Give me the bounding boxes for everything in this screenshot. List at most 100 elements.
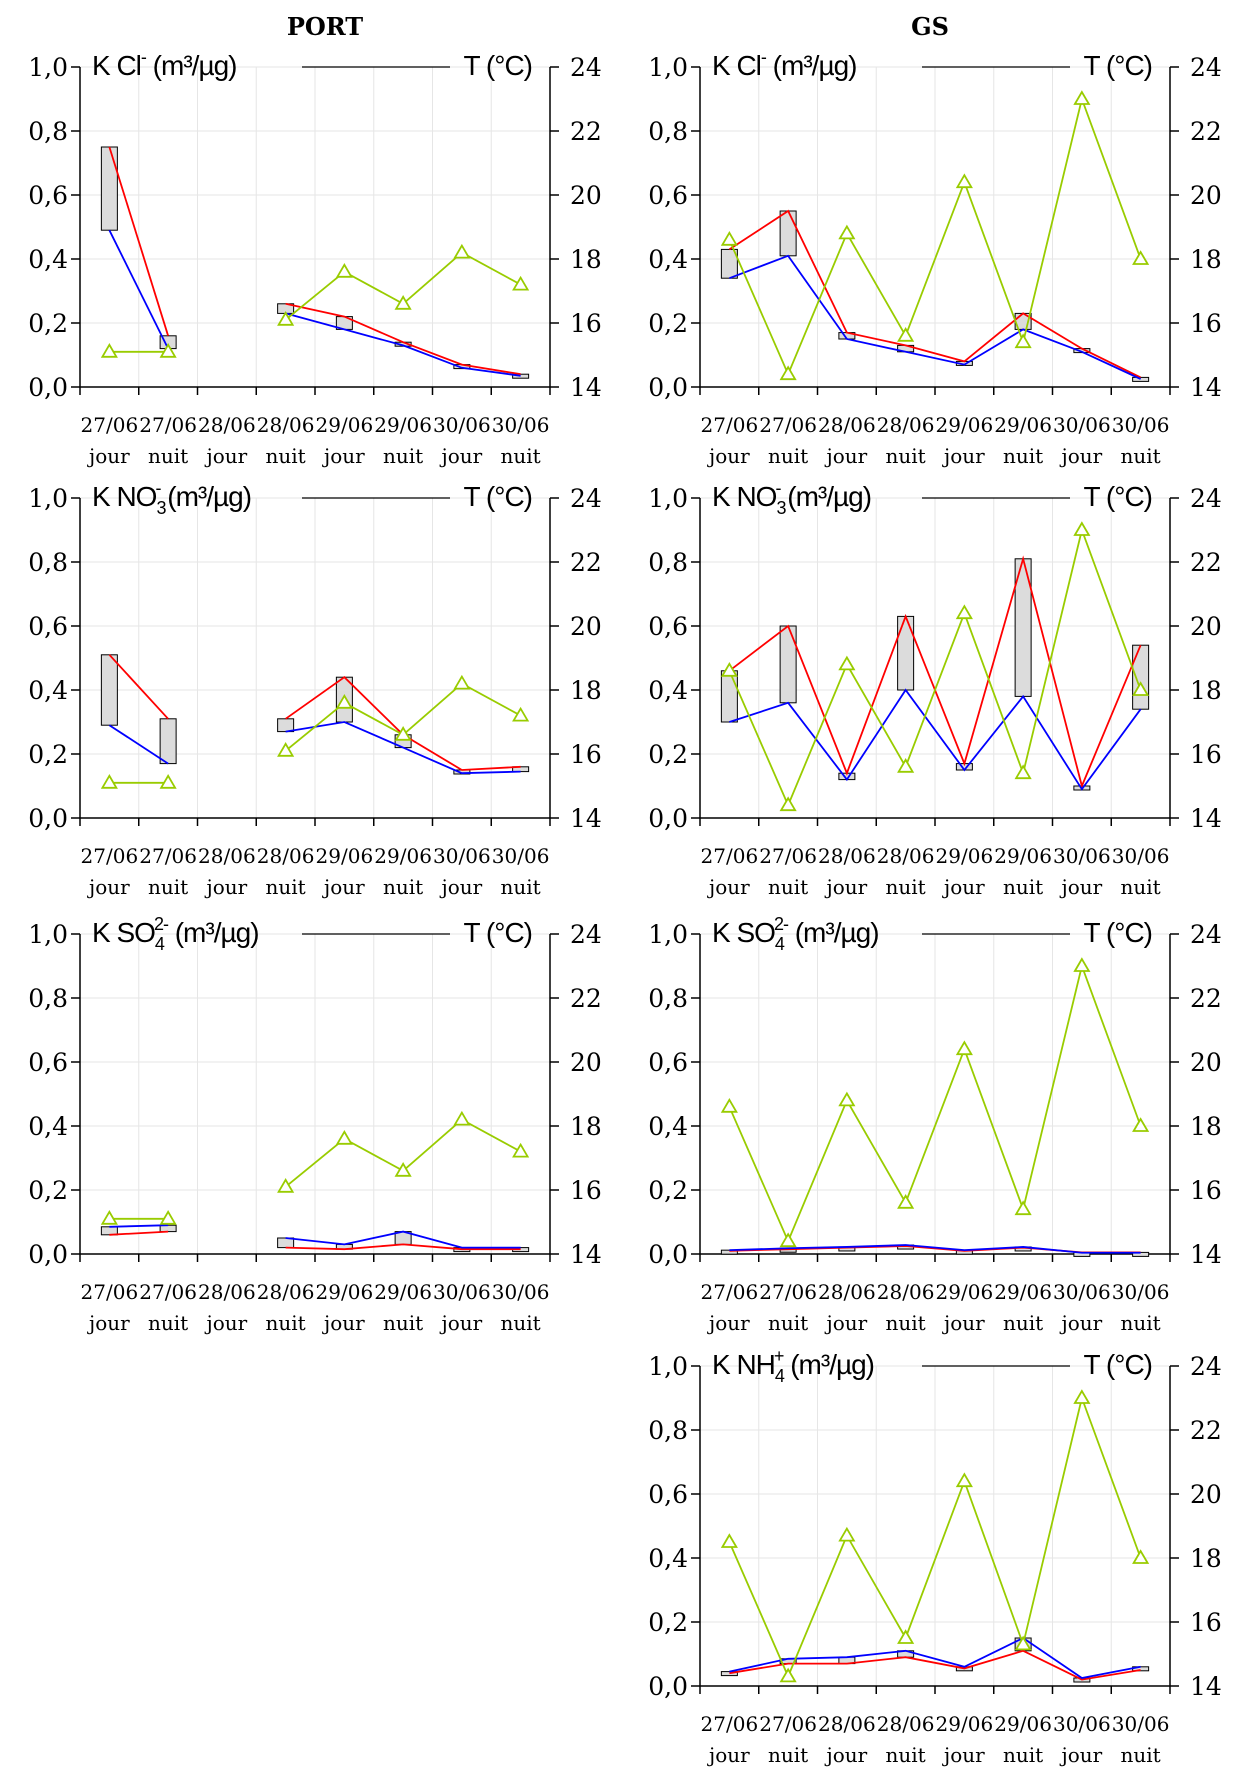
temperature-series-marker — [1073, 521, 1091, 536]
x-tick-label-date: 30/06 — [492, 1280, 550, 1304]
y-tick-label: 0,8 — [28, 548, 68, 577]
range-box — [897, 615, 915, 691]
x-tick-label-period: jour — [1060, 1311, 1103, 1335]
red-series-line — [108, 654, 169, 720]
x-tick-label-period: jour — [825, 875, 868, 899]
y-tick-label: 0,0 — [28, 1240, 68, 1269]
x-tick-label-date: 29/06 — [374, 844, 432, 868]
x-tick-label-period: nuit — [1121, 875, 1161, 899]
x-tick-label-date: 29/06 — [936, 1280, 994, 1304]
x-tick-label-date: 28/06 — [257, 1280, 315, 1304]
blue-series-line — [108, 229, 169, 350]
x-tick-label-period: jour — [322, 444, 365, 468]
y-tick-label: 0,8 — [28, 117, 68, 146]
blue-series-line — [285, 1230, 521, 1249]
chart-title-text: K Cl- (m³/µg) — [92, 47, 236, 81]
y2-tick-label: 14 — [570, 804, 602, 833]
y2-tick-label: 14 — [570, 373, 602, 402]
blue-series-line — [729, 688, 1142, 791]
range-box — [277, 718, 295, 733]
range-box — [100, 654, 118, 726]
x-tick-label-period: nuit — [886, 1311, 926, 1335]
y2-tick-label: 20 — [1190, 1048, 1222, 1077]
x-tick-label-period: jour — [825, 1743, 868, 1767]
y2-tick-label: 18 — [570, 1112, 602, 1141]
x-tick-label-period: nuit — [1121, 1743, 1161, 1767]
y2-tick-label: 18 — [1190, 245, 1222, 274]
x-tick-label-period: nuit — [768, 1311, 808, 1335]
x-tick-label-date: 28/06 — [257, 413, 315, 437]
x-tick-label-date: 28/06 — [818, 413, 876, 437]
x-tick-label-period: jour — [707, 1743, 750, 1767]
x-tick-label-period: nuit — [501, 444, 541, 468]
y-tick-label: 1,0 — [648, 1352, 688, 1381]
y-tick-label: 0,6 — [28, 1048, 68, 1077]
temperature-series-line — [728, 526, 1142, 808]
y2-tick-label: 24 — [1190, 920, 1222, 949]
temperature-series-marker — [159, 343, 177, 358]
temperature-series-marker — [277, 311, 295, 326]
y-tick-label: 0,4 — [28, 676, 68, 705]
y2-tick-label: 18 — [1190, 1544, 1222, 1573]
x-tick-label-period: nuit — [383, 875, 423, 899]
y-tick-label: 0,6 — [648, 181, 688, 210]
x-tick-label-period: nuit — [768, 1743, 808, 1767]
y2-tick-label: 16 — [570, 309, 602, 338]
y2-tick-label: 20 — [570, 181, 602, 210]
y-tick-label: 0,8 — [648, 548, 688, 577]
x-tick-label-date: 28/06 — [877, 413, 935, 437]
temperature-series-marker — [512, 275, 530, 291]
red-series-line — [285, 1243, 521, 1251]
y-tick-label: 1,0 — [648, 53, 688, 82]
temperature-series-marker — [838, 655, 856, 671]
x-tick-label-date: 27/06 — [701, 844, 759, 868]
x-tick-label-date: 27/06 — [701, 1712, 759, 1736]
y2-tick-label: 16 — [1190, 1176, 1222, 1205]
x-tick-label-date: 29/06 — [374, 1280, 432, 1304]
y2-tick-label: 22 — [1190, 548, 1222, 577]
temperature-series-line — [285, 251, 522, 321]
temperature-series-marker — [897, 1194, 915, 1209]
temperature-series-line — [728, 1394, 1142, 1679]
y-tick-label: 0,2 — [648, 740, 688, 769]
x-tick-label-period: jour — [87, 875, 130, 899]
right-axis-label: T (°C) — [1084, 917, 1152, 948]
y-tick-label: 0,4 — [648, 676, 688, 705]
temperature-series-marker — [1132, 1549, 1150, 1564]
x-tick-label-period: jour — [440, 1311, 483, 1335]
x-tick-label-date: 30/06 — [1053, 1280, 1111, 1304]
x-tick-label-date: 30/06 — [492, 413, 550, 437]
x-tick-label-period: nuit — [383, 444, 423, 468]
y-tick-label: 0,0 — [648, 1240, 688, 1269]
y-tick-label: 0,0 — [648, 373, 688, 402]
y-tick-label: 0,8 — [648, 1416, 688, 1445]
chart-title-text: K NH4+ (m³/µg) — [712, 1346, 874, 1386]
y2-tick-label: 24 — [570, 920, 602, 949]
x-tick-label-period: nuit — [148, 875, 188, 899]
temperature-series-marker — [838, 224, 856, 240]
y-tick-label: 1,0 — [28, 484, 68, 513]
red-series-line — [285, 676, 521, 771]
x-tick-label-date: 28/06 — [818, 1712, 876, 1736]
y2-tick-label: 20 — [1190, 612, 1222, 641]
x-tick-label-date: 29/06 — [316, 1280, 374, 1304]
chart-panel-gs-cl: 1,0 0,8 0,6 0,4 0,2 0,0 24 22 20 18 16 14 27/06 jour 2… — [648, 47, 1222, 468]
y2-tick-label: 18 — [1190, 1112, 1222, 1141]
x-tick-label-date: 29/06 — [936, 1712, 994, 1736]
x-tick-label-date: 27/06 — [81, 1280, 139, 1304]
x-tick-label-date: 30/06 — [1112, 413, 1170, 437]
chart-title-text: K SO42- (m³/µg) — [712, 914, 879, 954]
x-tick-label-date: 28/06 — [257, 844, 315, 868]
y-tick-label: 0,4 — [648, 1112, 688, 1141]
y-tick-label: 0,2 — [648, 1608, 688, 1637]
y-tick-label: 0,6 — [648, 612, 688, 641]
x-tick-label-date: 28/06 — [877, 1712, 935, 1736]
x-tick-label-date: 29/06 — [936, 413, 994, 437]
chart-panel-gs-nh4: 1,0 0,8 0,6 0,4 0,2 0,0 24 22 20 18 16 14 27/06 jour 2… — [648, 1346, 1222, 1767]
temperature-series-marker — [720, 1533, 738, 1548]
y-tick-label: 0,8 — [28, 984, 68, 1013]
x-tick-label-date: 27/06 — [759, 844, 817, 868]
x-tick-label-date: 29/06 — [994, 413, 1052, 437]
chart-title-text: K Cl- (m³/µg) — [712, 47, 856, 81]
temperature-series-marker — [335, 263, 353, 278]
